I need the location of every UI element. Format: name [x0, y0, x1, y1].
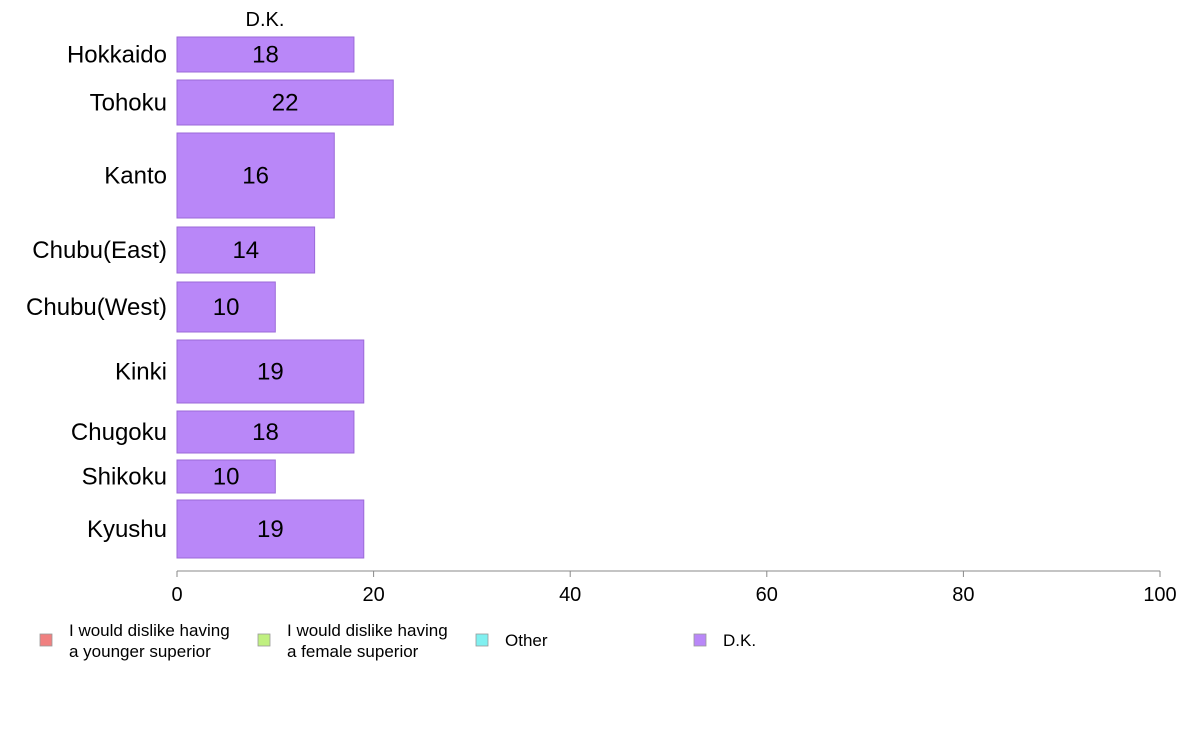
category-label: Chubu(East) — [32, 237, 167, 264]
bar-hokkaido — [176, 36, 355, 73]
category-label: Kyushu — [87, 516, 167, 543]
bar-shikoku — [176, 459, 276, 494]
legend-label: D.K. — [723, 631, 756, 650]
bar-chubu-west- — [176, 281, 276, 333]
legend-swatch — [39, 633, 53, 647]
bar-value-label: 19 — [257, 359, 284, 386]
bar-value-label: 19 — [257, 516, 284, 543]
x-tick-label: 80 — [952, 584, 974, 606]
category-label: Kinki — [115, 359, 167, 386]
bar-chugoku — [176, 410, 355, 454]
bar-value-label: 18 — [252, 419, 279, 446]
category-label: Chubu(West) — [26, 294, 167, 321]
bar-value-label: 14 — [232, 237, 259, 264]
category-label: Shikoku — [82, 464, 167, 491]
bar-value-label: 18 — [252, 42, 279, 69]
category-label: Tohoku — [90, 90, 167, 117]
legend-swatch — [693, 633, 707, 647]
legend-label: a younger superior — [69, 642, 211, 661]
bar-tohoku — [176, 79, 394, 126]
legend-label: I would dislike having — [287, 621, 448, 640]
bar-kanto — [176, 132, 335, 219]
x-tick-label: 0 — [171, 584, 182, 606]
bar-chubu-east- — [176, 226, 316, 274]
x-tick-label: 20 — [362, 584, 384, 606]
bar-value-label: 10 — [213, 294, 240, 321]
legend-swatch — [475, 633, 489, 647]
bar-kyushu — [176, 499, 365, 559]
bar-value-label: 10 — [213, 464, 240, 491]
category-label: Hokkaido — [67, 42, 167, 69]
bar-value-label: 16 — [242, 163, 269, 190]
bar-kinki — [176, 339, 365, 404]
x-tick-label: 60 — [756, 584, 778, 606]
x-tick-label: 40 — [559, 584, 581, 606]
category-label: Kanto — [104, 163, 167, 190]
legend-swatch — [257, 633, 271, 647]
bar-value-label: 22 — [272, 90, 299, 117]
chart-title: D.K. — [246, 9, 285, 31]
legend-label: I would dislike having — [69, 621, 230, 640]
x-tick-label: 100 — [1143, 584, 1176, 606]
category-label: Chugoku — [71, 419, 167, 446]
legend-label: Other — [505, 631, 548, 650]
legend-label: a female superior — [287, 642, 419, 661]
